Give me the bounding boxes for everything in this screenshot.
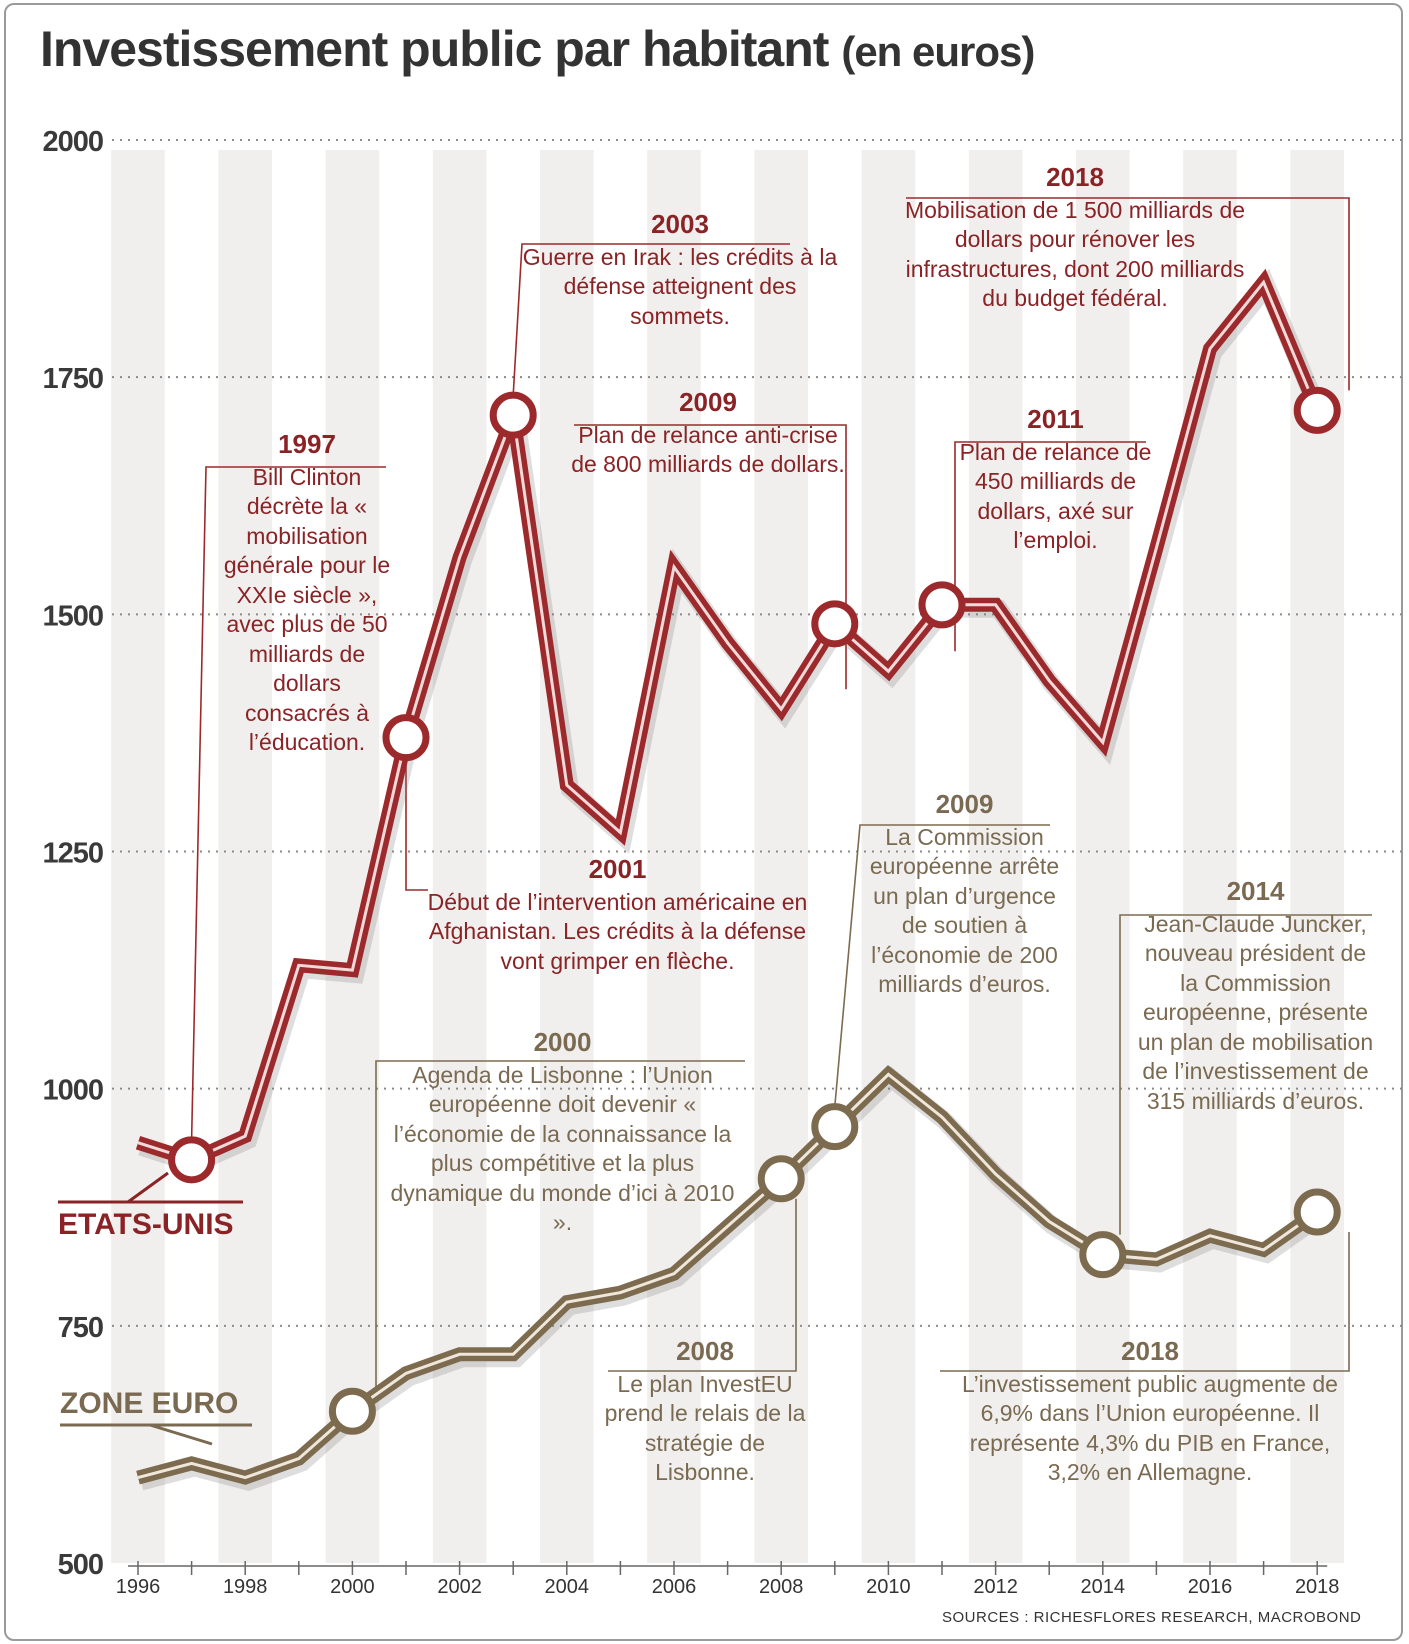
series-labels: ETATS-UNIS ZONE EURO [58,1171,252,1446]
band-2008 [754,150,808,1563]
marker-eu-2008 [757,1155,805,1203]
annotation-year: 2008 [676,1336,734,1366]
annotation-eu-2018: 2018 L’investissement public augmente de… [950,1336,1350,1488]
title-unit: (en euros) [841,28,1035,75]
title-main: Investissement public par habitant [40,21,829,77]
annotation-year: 2003 [651,209,709,239]
leader-eu-2008 [608,1198,797,1372]
annotation-us-2009: 2009 Plan de relance anti-crise de 800 m… [568,387,848,480]
annotation-us-1997: 1997 Bill Clinton décrète la « mobilisat… [222,429,392,758]
leader-us-1997 [190,466,386,1140]
source-note: SOURCES : RICHESFLORES RESEARCH, MACROBO… [942,1609,1362,1626]
leader-us-2003 [512,243,790,396]
y-tick-1750: 1750 [42,363,103,395]
annotation-text: Bill Clinton décrète la « mobilisation g… [223,463,391,756]
leader-eu-2000 [375,1060,745,1392]
y-tick-1500: 1500 [42,600,103,632]
x-tick-2006: 2006 [652,1576,697,1598]
leader-us-2018 [906,197,1350,391]
y-tick-750: 750 [58,1312,103,1344]
annotation-leaders [190,197,1372,1392]
leader-eu-2018 [940,1231,1350,1372]
annotation-us-2018: 2018 Mobilisation de 1 500 milliards de … [895,162,1255,314]
annotation-text: Agenda de Lisbonne : l’Union européenne … [390,1061,735,1236]
highlight-markers [168,386,1341,1435]
leader-eu-2014 [1119,914,1372,1235]
leader-eu-2009 [834,824,1050,1107]
marker-us-1997 [168,1136,216,1184]
leader-us-2009 [574,424,847,690]
annotation-year: 1997 [278,429,336,459]
band-2002 [432,150,487,1563]
x-axis: 1996 1998 2000 2002 2004 2006 2008 2010 2012 2014… [116,1561,1340,1598]
marker-eu-2009 [811,1103,859,1151]
band-2010 [861,150,916,1563]
series-highlight-0 [137,279,1319,1162]
annotation-eu-2009: 2009 La Commission européenne arrête un … [862,789,1067,1000]
annotation-year: 2014 [1226,876,1285,906]
annotation-year: 2011 [1027,404,1084,434]
marker-eu-2018 [1293,1188,1341,1236]
y-axis-ticks: 2000 1750 1500 1250 1000 750 500 [42,126,104,1581]
annotation-text: Jean-Claude Juncker, nouveau président d… [1137,910,1374,1114]
band-2012 [968,150,1023,1563]
annotation-year: 2001 [588,854,647,884]
x-tick-2008: 2008 [759,1576,804,1598]
y-tick-1250: 1250 [42,838,103,870]
background-bands [111,150,1344,1563]
band-2016 [1183,150,1237,1563]
marker-eu-2014 [1079,1231,1127,1279]
band-2006 [647,150,701,1563]
band-2014 [1076,150,1130,1563]
annotation-year: 2018 [1121,1336,1179,1366]
x-tick-2018: 2018 [1295,1576,1340,1598]
annotation-text: Le plan InvestEU prend le relais de la s… [604,1370,806,1486]
marker-us-2001 [382,714,430,762]
leader-us-2011 [954,441,1146,652]
annotation-text: Début de l’intervention américaine en Af… [427,888,808,974]
annotation-text: L’investissement public augmente de 6,9%… [962,1370,1338,1486]
y-tick-2000: 2000 [42,126,103,158]
annotation-eu-2008: 2008 Le plan InvestEU prend le relais de… [595,1336,815,1488]
annotation-text: La Commission européenne arrête un plan … [869,823,1060,998]
annotation-text: Mobilisation de 1 500 milliards de dolla… [904,196,1246,312]
band-1996 [111,150,165,1563]
x-tick-2010: 2010 [866,1576,911,1598]
x-tick-2000: 2000 [330,1576,375,1598]
x-tick-2012: 2012 [973,1576,1018,1598]
annotation-text: Guerre en Irak : les crédits à la défens… [522,243,838,329]
x-tick-2002: 2002 [437,1576,482,1598]
x-tick-1996: 1996 [116,1576,161,1598]
band-2000 [325,150,380,1563]
x-tick-2016: 2016 [1188,1576,1233,1598]
annotation-year: 2009 [935,789,994,819]
y-tick-500: 500 [58,1549,103,1581]
marker-eu-2000 [328,1387,376,1435]
x-tick-1998: 1998 [223,1576,268,1598]
marker-us-2009 [811,600,859,648]
annotation-year: 2009 [679,387,737,417]
marker-us-2018 [1293,386,1341,434]
annotation-us-2011: 2011 Plan de relance de 450 milliards de… [958,404,1153,556]
annotation-text: Plan de relance de 450 milliards de doll… [959,438,1152,554]
figure-frame [4,3,1403,1641]
annotation-text: Plan de relance anti-crise de 800 millia… [571,421,845,478]
annotation-year: 2018 [1046,162,1104,192]
annotation-us-2003: 2003 Guerre en Irak : les crédits à la d… [520,209,840,331]
x-tick-2004: 2004 [545,1576,590,1598]
annotation-eu-2014: 2014 Jean-Claude Juncker, nouveau présid… [1133,876,1378,1116]
marker-us-2011 [918,581,966,629]
x-tick-2014: 2014 [1081,1576,1126,1598]
chart-title: Investissement public par habitant (en e… [40,20,1035,78]
annotation-us-2001: 2001 Début de l’intervention américaine … [425,854,810,976]
marker-us-2003 [489,391,537,439]
series-label-etats-unis: ETATS-UNIS [58,1208,234,1241]
annotation-eu-2000: 2000 Agenda de Lisbonne : l’Union europé… [380,1027,745,1238]
leader-us-2001 [405,757,428,891]
annotation-year: 2000 [533,1027,592,1057]
y-tick-1000: 1000 [42,1075,103,1107]
band-1998 [218,150,272,1563]
series-label-zone-euro: ZONE EURO [60,1387,238,1420]
